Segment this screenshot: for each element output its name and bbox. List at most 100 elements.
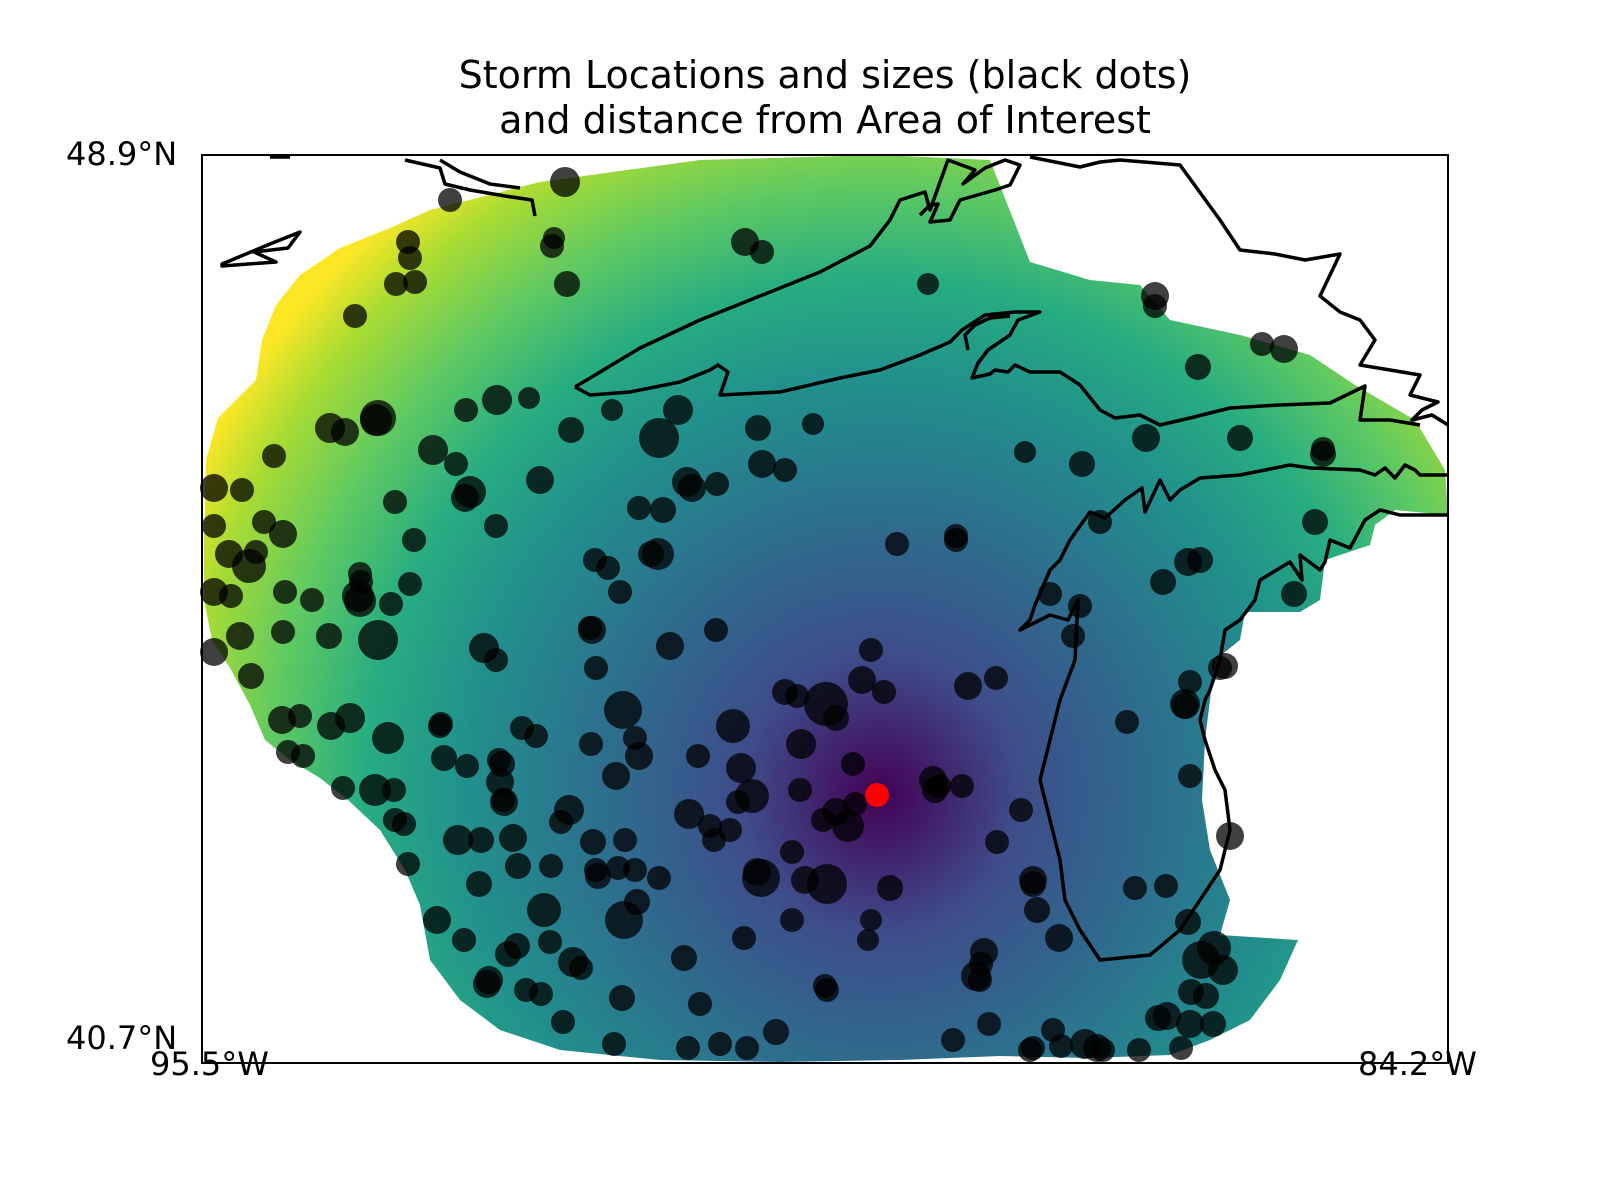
storm-dot — [748, 450, 776, 478]
storm-dot — [716, 709, 750, 743]
storm-dot — [382, 778, 406, 802]
storm-dot — [1193, 983, 1219, 1009]
storm-dot — [785, 684, 809, 708]
storm-dot — [398, 246, 422, 270]
storm-dot — [596, 556, 620, 580]
storm-dot — [232, 549, 266, 583]
storm-dot — [763, 1019, 789, 1045]
storm-dot — [917, 273, 939, 295]
storm-dot — [1176, 1010, 1204, 1038]
storm-dot — [200, 474, 228, 502]
storm-dot — [550, 167, 580, 197]
coastlines — [220, 155, 1448, 962]
storm-dot — [360, 404, 392, 436]
storm-dot — [316, 623, 342, 649]
storm-dot — [1172, 693, 1198, 719]
storm-dot — [262, 444, 286, 468]
storm-dot — [823, 705, 849, 731]
storm-dot — [579, 732, 603, 756]
storm-dot — [1115, 710, 1139, 734]
storm-dot — [335, 703, 365, 733]
storm-dot — [1069, 451, 1095, 477]
storm-dot — [627, 496, 651, 520]
storm-dot — [1014, 441, 1036, 463]
plot-frame — [201, 154, 1449, 1064]
storm-dot — [372, 722, 404, 754]
storm-dot — [671, 945, 697, 971]
storm-dot — [538, 930, 562, 954]
storm-dot — [1150, 569, 1176, 595]
storm-dot — [585, 863, 611, 889]
storm-dot — [1091, 1038, 1115, 1062]
storm-dot — [1045, 924, 1073, 952]
storm-dot — [780, 840, 804, 864]
storm-dot — [726, 790, 750, 814]
storm-dot — [423, 906, 451, 934]
storm-dot — [802, 413, 824, 435]
storm-dot — [638, 541, 664, 567]
storm-dot — [608, 580, 632, 604]
storm-dot — [1143, 294, 1167, 318]
storm-dot — [202, 514, 226, 538]
storm-dot — [549, 810, 573, 834]
area-of-interest-marker — [865, 783, 889, 807]
chart-title-line1: Storm Locations and sizes (black dots) — [458, 53, 1192, 97]
storm-dot — [984, 666, 1008, 690]
storm-dot — [505, 853, 531, 879]
storm-dot — [431, 745, 457, 771]
storm-dot — [656, 632, 684, 660]
storm-dot — [885, 532, 909, 556]
storm-dot — [708, 1032, 732, 1056]
storm-dot — [1127, 1038, 1151, 1062]
storm-dot — [358, 620, 398, 660]
lat-tick-top: 48.9°N — [66, 135, 178, 173]
storm-dot — [968, 968, 992, 992]
storm-dot — [1200, 1011, 1226, 1037]
storm-dot — [300, 588, 324, 612]
storm-dot — [219, 584, 243, 608]
storm-dot — [580, 829, 606, 855]
storm-dot — [1024, 897, 1050, 923]
storm-dot — [482, 385, 512, 415]
storm-dot — [491, 788, 515, 812]
storm-dot — [811, 808, 835, 832]
storm-dot — [288, 704, 312, 728]
storm-dot — [468, 827, 494, 853]
storm-dot — [558, 417, 584, 443]
storm-dot — [674, 799, 704, 829]
storm-dot — [954, 672, 982, 700]
storm-dot — [343, 304, 367, 328]
storm-dot — [1038, 582, 1062, 606]
storm-dot — [271, 620, 295, 644]
storm-dot — [841, 752, 865, 776]
storm-dot — [1178, 764, 1202, 788]
storm-dot — [473, 970, 501, 998]
lat-tick-bottom: 40.7°N — [66, 1019, 178, 1057]
storm-dot — [1216, 822, 1244, 850]
storm-dot — [1182, 941, 1220, 979]
storm-dot — [484, 648, 508, 672]
storm-dot — [950, 774, 974, 798]
storm-dot — [807, 864, 847, 904]
storm-dot — [331, 418, 359, 446]
storm-dot — [602, 1032, 626, 1056]
storm-dot — [455, 754, 479, 778]
storm-dot — [1123, 876, 1147, 900]
storm-dot — [443, 825, 473, 855]
storm-dot — [605, 901, 643, 939]
storm-dot — [726, 753, 756, 783]
storm-dot — [1132, 424, 1160, 452]
storm-dot — [860, 909, 882, 931]
storm-dot — [1018, 1038, 1042, 1062]
storm-dot — [1270, 335, 1298, 363]
storm-dot — [735, 1036, 759, 1060]
storm-dot — [454, 398, 478, 422]
chart-title-line2: and distance from Area of Interest — [499, 98, 1151, 142]
storm-dot — [857, 929, 879, 951]
storm-dot — [429, 712, 453, 736]
storm-dot — [1178, 670, 1202, 694]
storm-dot — [359, 774, 391, 806]
storm-dot — [398, 572, 422, 596]
storm-dot — [1311, 437, 1335, 461]
